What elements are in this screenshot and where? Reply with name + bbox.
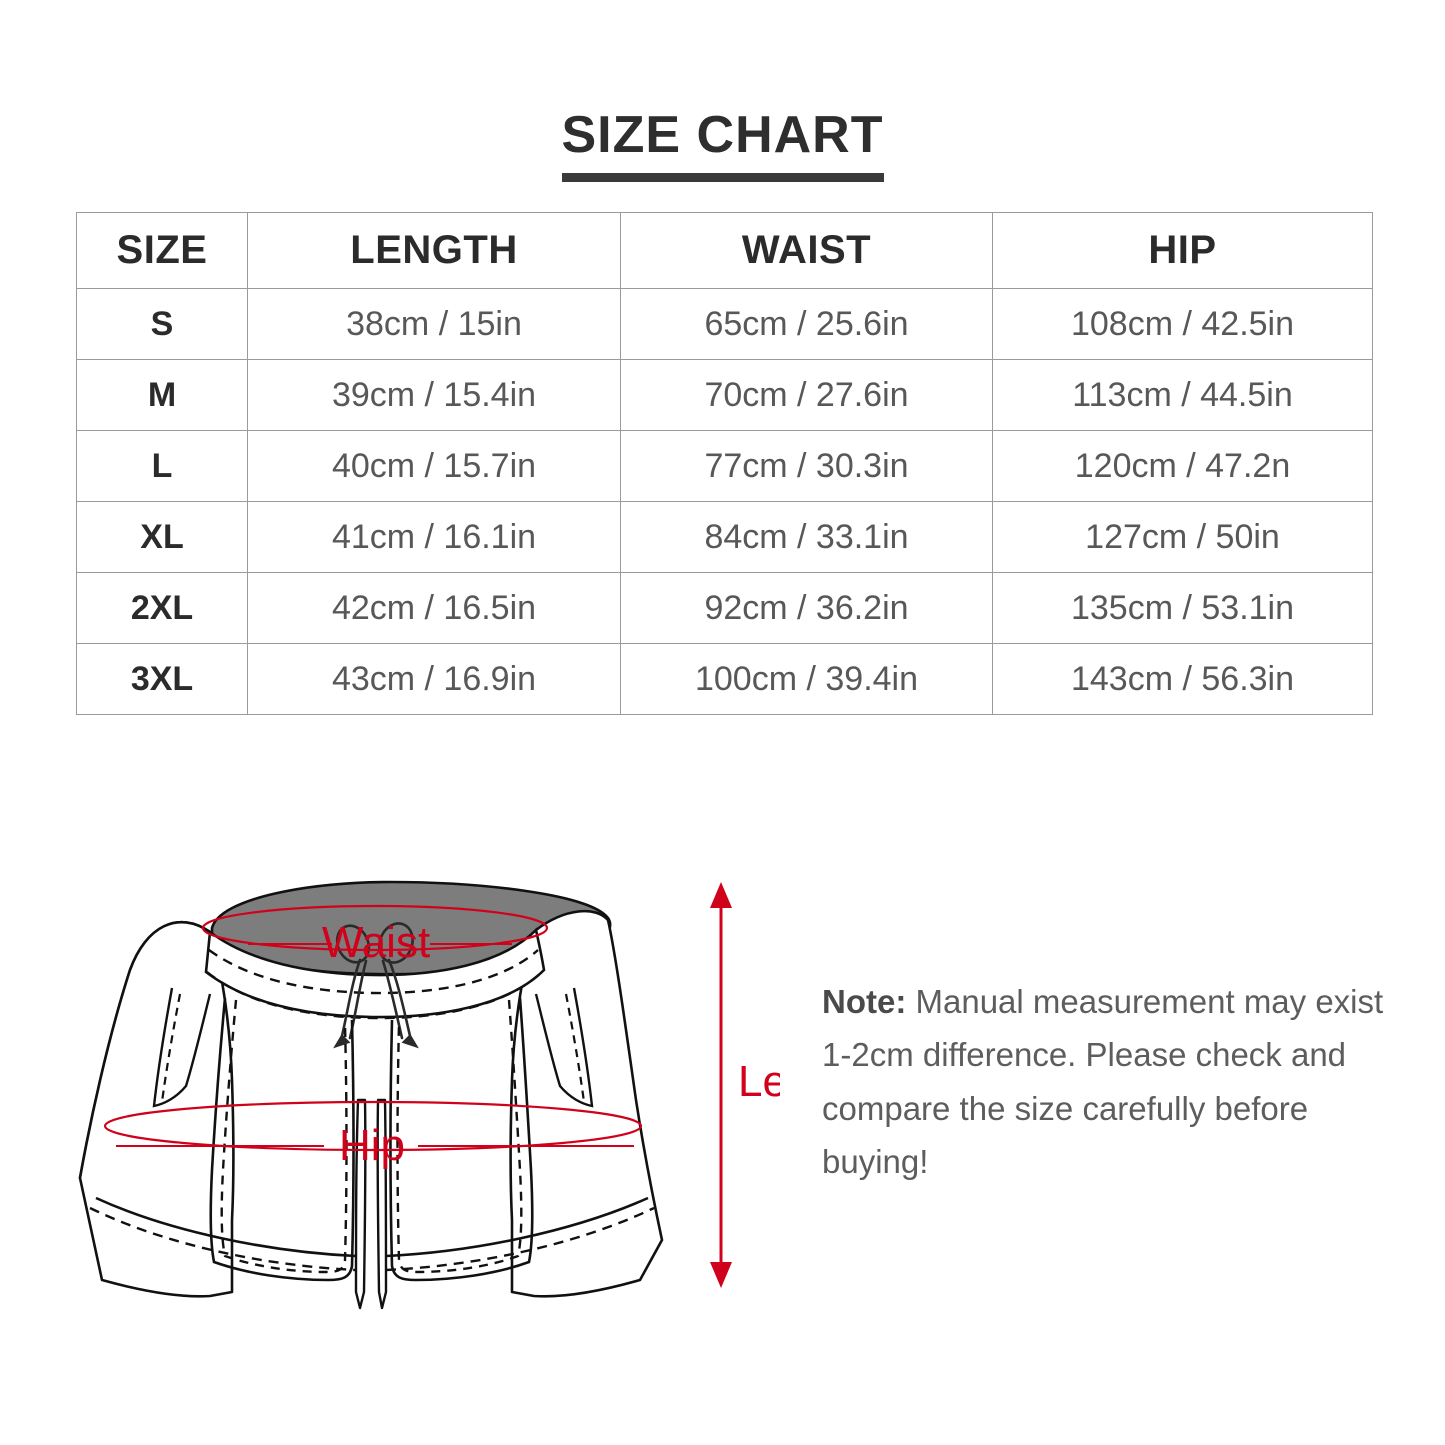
cell-length: 42cm / 16.5in xyxy=(247,572,621,644)
table-row: XL 41cm / 16.1in 84cm / 33.1in 127cm / 5… xyxy=(76,501,1373,573)
cell-size: S xyxy=(76,288,248,360)
waist-measure-line xyxy=(201,904,549,952)
cell-waist: 70cm / 27.6in xyxy=(620,359,993,431)
table-row: 2XL 42cm / 16.5in 92cm / 36.2in 135cm / … xyxy=(76,572,1373,644)
cell-length: 41cm / 16.1in xyxy=(247,501,621,573)
cell-size: L xyxy=(76,430,248,502)
table-header-row: SIZE LENGTH WAIST HIP xyxy=(76,212,1373,289)
note-text: Manual measurement may exist 1-2cm diffe… xyxy=(822,983,1384,1181)
shorts-body-icon xyxy=(78,909,664,1310)
cell-length: 39cm / 15.4in xyxy=(247,359,621,431)
column-header-length: LENGTH xyxy=(247,212,621,289)
cell-hip: 113cm / 44.5in xyxy=(992,359,1373,431)
right-pocket-icon xyxy=(389,987,594,1282)
length-measure-arrow xyxy=(710,882,732,1288)
cell-length: 38cm / 15in xyxy=(247,288,621,360)
hip-label: Hip xyxy=(339,1121,405,1170)
cell-hip: 127cm / 50in xyxy=(992,501,1373,573)
waistband-band-icon xyxy=(204,927,546,1020)
hem-stitching-icon xyxy=(89,1196,655,1272)
page-title: SIZE CHART xyxy=(561,108,884,182)
measurement-diagram: Waist Hip Length xyxy=(60,860,780,1360)
cell-waist: 77cm / 30.3in xyxy=(620,430,993,502)
cell-length: 43cm / 16.9in xyxy=(247,643,621,715)
table-row: S 38cm / 15in 65cm / 25.6in 108cm / 42.5… xyxy=(76,288,1373,360)
shorts-illustration-svg: Waist Hip Length xyxy=(78,880,780,1310)
size-chart-table-container: SIZE LENGTH WAIST HIP S 38cm / 15in 65cm… xyxy=(76,212,1373,715)
column-header-waist: WAIST xyxy=(620,212,993,289)
cell-waist: 100cm / 39.4in xyxy=(620,643,993,715)
waist-label: Waist xyxy=(322,918,430,967)
cell-length: 40cm / 15.7in xyxy=(247,430,621,502)
cell-waist: 65cm / 25.6in xyxy=(620,288,993,360)
cell-hip: 120cm / 47.2n xyxy=(992,430,1373,502)
cell-hip: 108cm / 42.5in xyxy=(992,288,1373,360)
table-row: M 39cm / 15.4in 70cm / 27.6in 113cm / 44… xyxy=(76,359,1373,431)
drawstring-bow-icon xyxy=(333,922,419,1049)
table-header: SIZE LENGTH WAIST HIP xyxy=(76,212,1373,289)
cell-hip: 135cm / 53.1in xyxy=(992,572,1373,644)
title-block: SIZE CHART xyxy=(0,108,1445,182)
cell-hip: 143cm / 56.3in xyxy=(992,643,1373,715)
cell-waist: 92cm / 36.2in xyxy=(620,572,993,644)
table-row: L 40cm / 15.7in 77cm / 30.3in 120cm / 47… xyxy=(76,430,1373,502)
cell-size: 2XL xyxy=(76,572,248,644)
column-header-hip: HIP xyxy=(992,212,1373,289)
note-block: Note: Manual measurement may exist 1-2cm… xyxy=(822,975,1392,1189)
length-label: Length xyxy=(738,1057,780,1106)
left-pocket-icon xyxy=(152,987,355,1282)
cell-size: 3XL xyxy=(76,643,248,715)
table-row: 3XL 43cm / 16.9in 100cm / 39.4in 143cm /… xyxy=(76,643,1373,715)
table-body: S 38cm / 15in 65cm / 25.6in 108cm / 42.5… xyxy=(76,288,1373,715)
column-header-size: SIZE xyxy=(76,212,248,289)
cell-size: M xyxy=(76,359,248,431)
cell-size: XL xyxy=(76,501,248,573)
hip-measure-line xyxy=(103,1100,643,1152)
size-chart-table: SIZE LENGTH WAIST HIP S 38cm / 15in 65cm… xyxy=(76,212,1373,715)
cell-waist: 84cm / 33.1in xyxy=(620,501,993,573)
note-label: Note: xyxy=(822,983,907,1020)
